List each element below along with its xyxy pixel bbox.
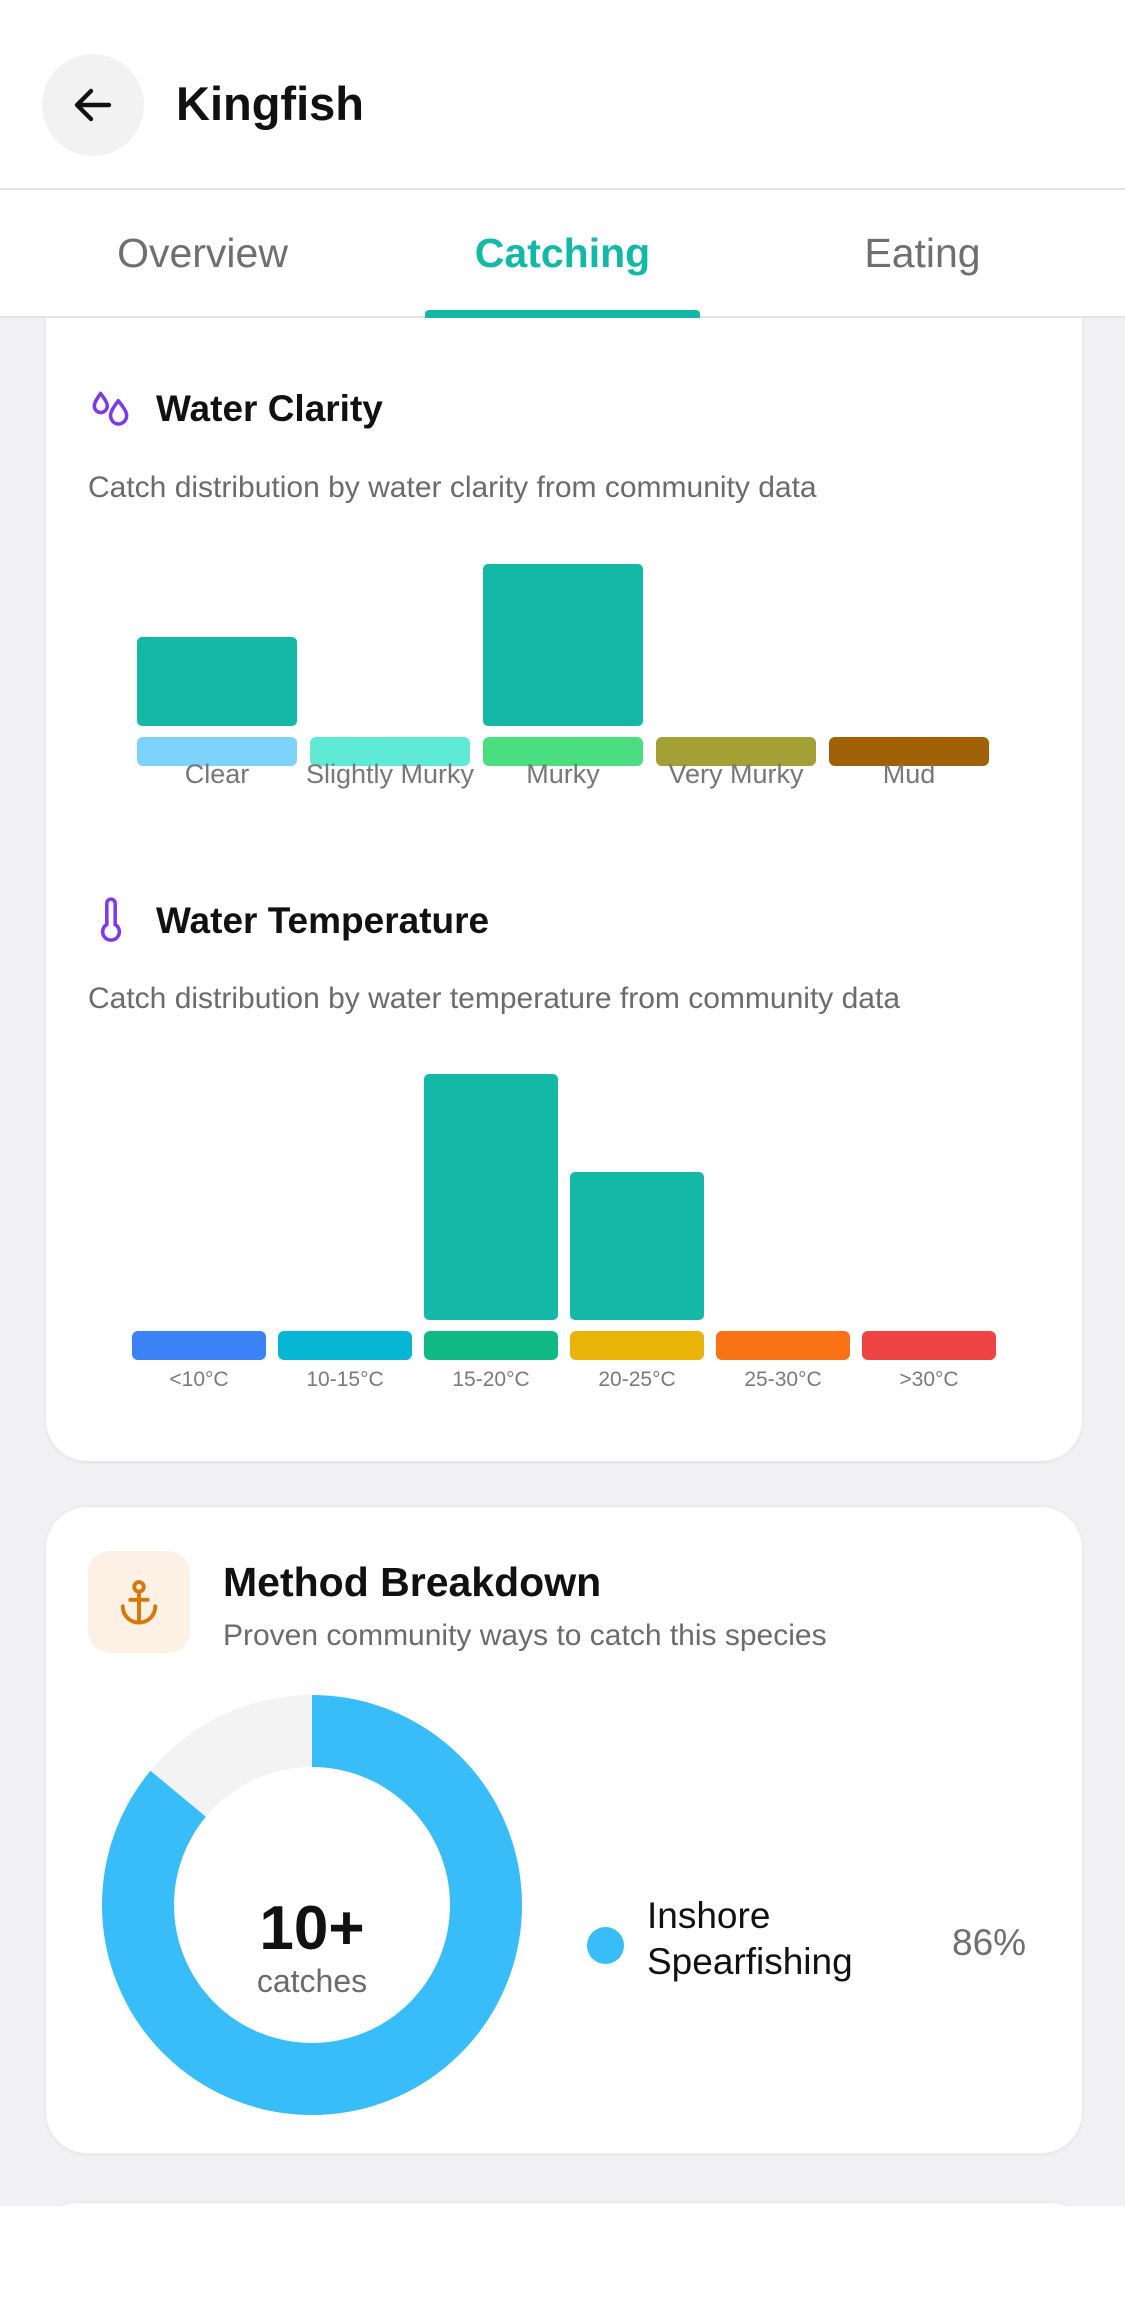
- method-breakdown-subtitle: Proven community ways to catch this spec…: [223, 1619, 827, 1652]
- back-button[interactable]: [42, 54, 144, 156]
- category-label: Slightly Murky: [305, 759, 475, 789]
- category-label: Mud: [882, 759, 936, 789]
- category-label: <10°C: [169, 1368, 229, 1391]
- content-scroll[interactable]: Water Clarity Catch distribution by wate…: [0, 318, 1125, 2206]
- bottom-safe-area: [0, 2206, 1125, 2308]
- donut-segment[interactable]: [102, 1695, 522, 2115]
- water-temperature-header: Water Temperature: [86, 896, 489, 946]
- category-swatch: [132, 1331, 266, 1360]
- chart-bar: [570, 1172, 704, 1320]
- arrow-left-icon: [74, 88, 112, 122]
- droplets-icon: [92, 391, 129, 426]
- category-label: Murky: [526, 759, 600, 789]
- category-swatch: [716, 1331, 850, 1360]
- donut-total-count: 10+: [259, 1894, 365, 1963]
- category-swatch: [483, 737, 643, 766]
- donut-total-unit: catches: [256, 1963, 368, 1999]
- water-temperature-subtitle: Catch distribution by water temperature …: [88, 982, 901, 1015]
- water-clarity-chart: Clear Slightly Murky Murky Very Murky Mud: [46, 318, 1082, 839]
- category-swatch: [424, 1331, 558, 1360]
- conditions-card: Water Clarity Catch distribution by wate…: [45, 318, 1083, 1462]
- legend-method-label[interactable]: Inshore Spearfishing: [647, 1895, 853, 1982]
- category-swatch: [829, 737, 989, 766]
- category-swatch: [278, 1331, 412, 1360]
- category-label: Very Murky: [668, 759, 804, 789]
- category-swatch: [570, 1331, 704, 1360]
- active-tab-indicator: [425, 310, 700, 318]
- category-swatch: [310, 737, 470, 766]
- page-title: Kingfish: [176, 77, 364, 130]
- legend-dot: [587, 1927, 624, 1964]
- category-swatch: [656, 737, 816, 766]
- water-temperature-title: Water Temperature: [156, 900, 490, 941]
- tab-bar: Overview Catching Eating: [0, 190, 1125, 318]
- chart-bar: [483, 564, 643, 726]
- app-header: Kingfish: [0, 0, 1125, 190]
- category-swatch: [137, 737, 297, 766]
- category-label: Clear: [184, 759, 250, 789]
- tab-overview[interactable]: Overview: [117, 229, 288, 276]
- water-clarity-title: Water Clarity: [156, 388, 383, 429]
- category-label: 20-25°C: [598, 1368, 676, 1391]
- anchor-icon-box: [88, 1551, 190, 1653]
- water-clarity-subtitle: Catch distribution by water clarity from…: [88, 471, 817, 504]
- thermometer-icon: [100, 897, 122, 942]
- method-donut-chart: [102, 1695, 522, 2115]
- water-temperature-chart: <10°C 10-15°C 15-20°C 20-25°C 25-30°C >30°C: [46, 318, 1082, 1419]
- method-breakdown-title: Method Breakdown: [223, 1559, 602, 1605]
- tab-catching[interactable]: Catching: [474, 229, 651, 276]
- category-swatch: [862, 1331, 996, 1360]
- category-label: 25-30°C: [744, 1368, 822, 1391]
- category-label: 15-20°C: [452, 1368, 530, 1391]
- category-label: 10-15°C: [306, 1368, 384, 1391]
- anchor-icon: [120, 1580, 158, 1625]
- category-label: >30°C: [899, 1368, 959, 1391]
- legend-method-percent: 86%: [952, 1922, 1027, 1963]
- water-clarity-header: Water Clarity: [86, 384, 383, 434]
- method-breakdown-card: Method Breakdown Proven community ways t…: [45, 1506, 1083, 2154]
- chart-bar: [424, 1074, 558, 1320]
- chart-bar: [137, 636, 297, 726]
- tab-eating[interactable]: Eating: [864, 229, 981, 276]
